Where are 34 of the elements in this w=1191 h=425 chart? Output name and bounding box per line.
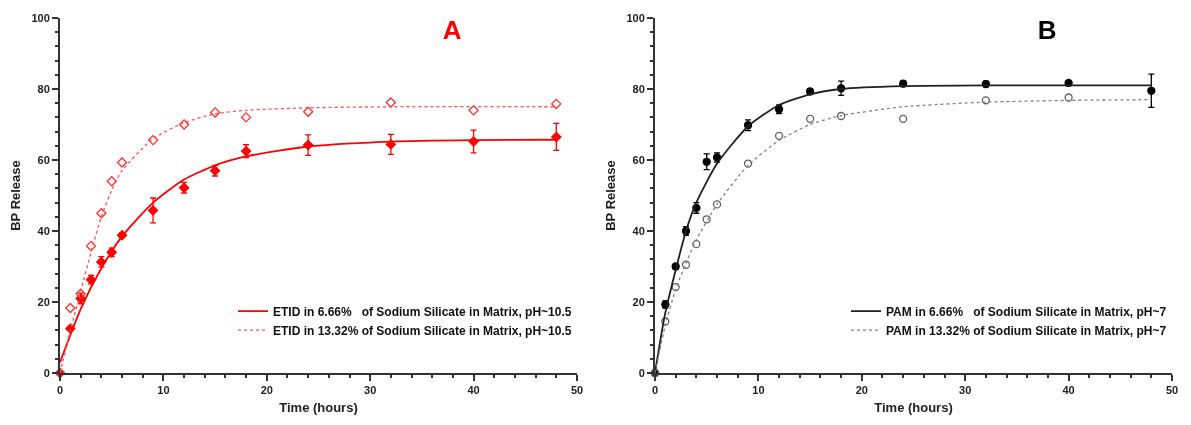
y-tick-label: 40 xyxy=(37,224,50,237)
x-tick-label: 0 xyxy=(56,384,64,397)
chart-title: B xyxy=(1037,14,1057,45)
x-tick-label: 0 xyxy=(651,384,659,397)
x-tick-label: 10 xyxy=(157,384,170,397)
y-tick-label: 20 xyxy=(37,295,50,308)
x-tick-label: 50 xyxy=(570,384,584,397)
x-tick-label: 50 xyxy=(1165,384,1179,397)
y-tick-label: 80 xyxy=(37,82,50,95)
y-tick-label: 20 xyxy=(632,295,645,308)
x-axis-title: Time (hours) xyxy=(874,400,953,416)
y-tick-label: 0 xyxy=(638,366,645,379)
x-tick-label: 30 xyxy=(959,384,972,397)
y-tick-label: 100 xyxy=(31,11,50,24)
legend-label: PAM in 6.66% of Sodium Silicate in Matrix, pH~7 xyxy=(886,304,1167,319)
y-axis-title: BP Release xyxy=(602,160,618,231)
x-tick-label: 10 xyxy=(752,384,765,397)
y-tick-label: 80 xyxy=(632,82,645,95)
y-tick-label: 40 xyxy=(632,224,645,237)
x-tick-label: 20 xyxy=(855,384,868,397)
x-tick-label: 40 xyxy=(467,384,480,397)
legend-label: PAM in 13.32% of Sodium Silicate in Matrix, pH~7 xyxy=(886,323,1167,338)
chart-title: A xyxy=(442,14,462,45)
x-tick-label: 40 xyxy=(1062,384,1075,397)
y-tick-label: 60 xyxy=(37,153,50,166)
y-tick-label: 100 xyxy=(626,11,645,24)
legend-label: ETID in 6.66% of Sodium Silicate in Matrix, pH~10.5 xyxy=(273,304,572,319)
y-tick-label: 60 xyxy=(632,153,645,166)
legend-label: ETID in 13.32% of Sodium Silicate in Matrix, pH~10.5 xyxy=(273,323,572,338)
y-tick-label: 0 xyxy=(43,366,50,379)
y-axis-title: BP Release xyxy=(7,160,23,231)
x-tick-label: 30 xyxy=(364,384,377,397)
x-tick-label: 20 xyxy=(260,384,273,397)
x-axis-title: Time (hours) xyxy=(279,400,358,416)
